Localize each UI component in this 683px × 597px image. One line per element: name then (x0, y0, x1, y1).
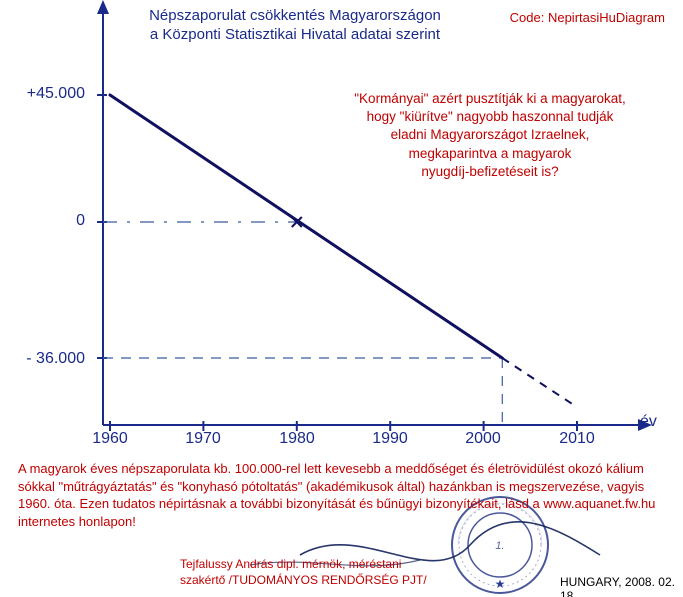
annotation-line: hogy "kiürítve" nagyobb haszonnal tudják (320, 108, 660, 126)
xaxis-label: év (640, 413, 657, 431)
bottom-text: A magyarok éves népszaporulata kb. 100.0… (18, 460, 658, 530)
title-line1: Népszaporulat csökkentés Magyarországon (115, 7, 475, 26)
author-line2: szakértő /TUDOMÁNYOS RENDŐRSÉG PJT/ (180, 573, 427, 589)
svg-text:1.: 1. (495, 540, 504, 552)
title-line2: a Központi Statisztikai Hivatal adatai s… (115, 26, 475, 45)
author-block: Tejfalussy András dipl. mérnök, méréstan… (180, 557, 427, 588)
annotation-line: megkaparintva a magyarok (320, 145, 660, 163)
xtick-1970: 1970 (178, 430, 228, 448)
xtick-2000: 2000 (458, 430, 508, 448)
annotation-line: eladni Magyarországot Izraelnek, (320, 126, 660, 144)
ytick-0: 0 (5, 212, 85, 230)
xtick-2010: 2010 (552, 430, 602, 448)
author-line1: Tejfalussy András dipl. mérnök, méréstan… (180, 557, 427, 573)
annotation-line: nyugdíj-befizetéseit is? (320, 163, 660, 181)
xtick-1960: 1960 (85, 430, 135, 448)
annotation-line: "Kormányai" azért pusztítják ki a magyar… (320, 90, 660, 108)
ytick-45000: +45.000 (5, 85, 85, 103)
xtick-1980: 1980 (272, 430, 322, 448)
xtick-1990: 1990 (365, 430, 415, 448)
date-label: HUNGARY, 2008. 02. 18. (560, 575, 683, 597)
svg-text:★: ★ (495, 577, 506, 591)
code-label: Code: NepirtasiHuDiagram (510, 10, 665, 25)
ytick-36000: - 36.000 (5, 350, 85, 368)
annotation-red: "Kormányai" azért pusztítják ki a magyar… (320, 90, 660, 181)
chart-title: Népszaporulat csökkentés Magyarországon … (115, 7, 475, 45)
